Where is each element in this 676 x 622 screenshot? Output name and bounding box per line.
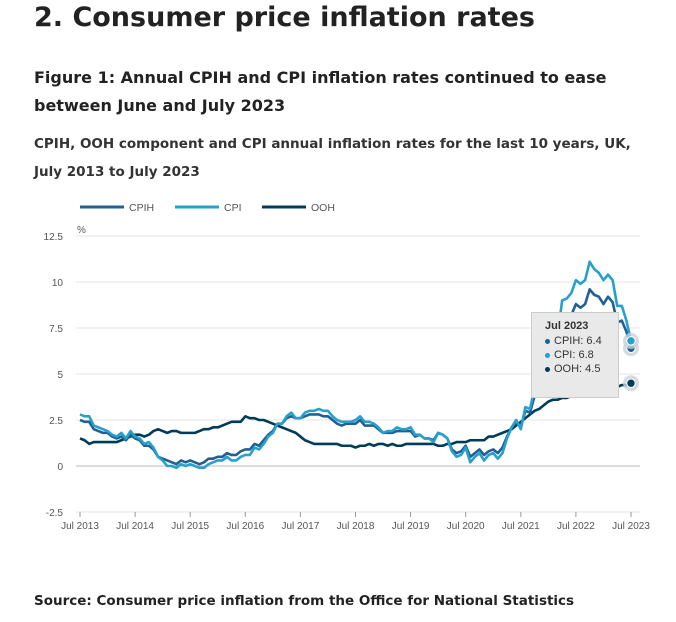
section-heading: 2. Consumer price inflation rates <box>34 2 535 33</box>
x-tick-label: Jul 2017 <box>281 521 319 532</box>
tooltip-item-cpi: CPI: 6.8 <box>545 348 618 362</box>
source-note: Source: Consumer price inflation from th… <box>34 593 575 609</box>
cpih-dot-icon <box>545 338 550 344</box>
legend-label-cpih[interactable]: CPIH <box>129 202 154 214</box>
series-line-ooh <box>79 381 632 449</box>
tooltip-title: Jul 2023 <box>545 320 589 332</box>
tooltip-item-ooh: OOH: 4.5 <box>545 362 618 376</box>
x-tick-label: Jul 2018 <box>337 521 375 532</box>
point-ooh-latest[interactable] <box>626 378 636 388</box>
legend-label-ooh[interactable]: OOH <box>311 202 335 214</box>
x-tick-label: Jul 2016 <box>226 521 264 532</box>
tooltip-item-cpih: CPIH: 6.4 <box>545 334 618 348</box>
tooltip: Jul 2023 CPIH: 6.4 CPI: 6.8 OOH: 4.5 <box>531 312 619 398</box>
y-tick-label: -2.5 <box>46 508 64 519</box>
x-tick-label: Jul 2019 <box>392 521 430 532</box>
x-tick-label: Jul 2014 <box>116 521 154 532</box>
x-tick-label: Jul 2022 <box>557 521 595 532</box>
ooh-dot-icon <box>545 366 550 372</box>
y-tick-label: 2.5 <box>49 416 63 427</box>
y-axis-unit: % <box>77 225 86 236</box>
y-tick-label: 7.5 <box>49 324 63 335</box>
y-tick-label: 5 <box>57 370 63 381</box>
y-tick-label: 12.5 <box>44 232 64 243</box>
y-tick-label: 0 <box>57 462 63 473</box>
legend-label-cpi[interactable]: CPI <box>224 202 242 214</box>
x-tick-label: Jul 2020 <box>447 521 485 532</box>
figure-title: Figure 1: Annual CPIH and CPI inflation … <box>34 68 607 115</box>
x-tick-label: Jul 2023 <box>612 521 650 532</box>
figure-subtitle: CPIH, OOH component and CPI annual infla… <box>34 136 631 180</box>
y-tick-label: 10 <box>52 278 64 289</box>
x-tick-label: Jul 2013 <box>61 521 99 532</box>
x-tick-label: Jul 2021 <box>502 521 540 532</box>
x-tick-label: Jul 2015 <box>171 521 209 532</box>
point-cpi-latest[interactable] <box>626 336 636 346</box>
cpi-dot-icon <box>545 352 550 358</box>
